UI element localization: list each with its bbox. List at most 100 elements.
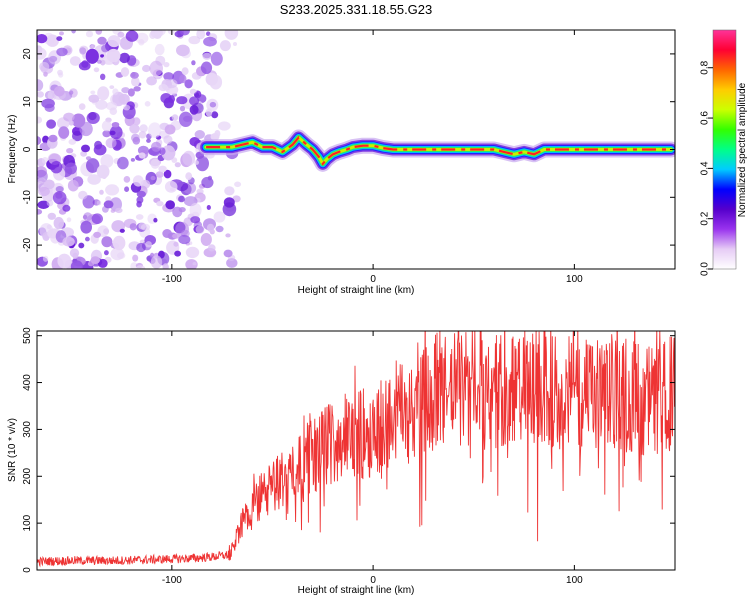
noise-blob xyxy=(68,120,74,126)
noise-blob xyxy=(52,191,67,205)
noise-blob xyxy=(112,91,125,107)
noise-blob xyxy=(112,235,126,251)
spectrogram-xtick-label: -100 xyxy=(162,274,182,285)
noise-blob xyxy=(96,200,102,206)
snr-xlabel: Height of straight line (km) xyxy=(298,585,415,596)
noise-blob xyxy=(178,207,186,213)
noise-blob xyxy=(41,157,49,164)
noise-blob xyxy=(196,30,206,40)
spectrogram-xtick-label: 0 xyxy=(370,274,376,285)
noise-blob xyxy=(46,224,52,230)
noise-blob xyxy=(79,47,87,55)
noise-blob xyxy=(117,156,129,170)
noise-blob xyxy=(171,114,179,121)
colorbar-gradient xyxy=(713,30,736,269)
noise-blob xyxy=(185,172,193,181)
noise-blob xyxy=(162,263,169,269)
noise-blob xyxy=(211,111,219,119)
noise-blob xyxy=(78,103,86,110)
noise-blob xyxy=(127,88,135,97)
noise-blob xyxy=(109,85,115,89)
noise-blob xyxy=(123,104,131,111)
noise-blob xyxy=(78,242,85,249)
noise-blob xyxy=(81,60,89,68)
noise-blob xyxy=(123,176,131,183)
noise-blob xyxy=(130,72,139,79)
noise-blob xyxy=(37,209,43,215)
noise-blob xyxy=(85,236,90,242)
noise-blob xyxy=(81,144,90,153)
colorbar-ticks: 0.0 0.2 0.4 0.6 0.8 xyxy=(700,60,713,276)
snr-xtick-label: 100 xyxy=(566,575,583,586)
noise-blob xyxy=(65,162,77,175)
noise-blob xyxy=(95,99,108,110)
noise-blob xyxy=(121,87,130,94)
noise-blob xyxy=(80,150,87,157)
noise-blob xyxy=(176,96,188,105)
noise-blob xyxy=(109,107,118,115)
spectrogram-signal xyxy=(198,129,675,172)
noise-blob xyxy=(85,30,94,38)
noise-blob xyxy=(184,79,193,89)
noise-blob xyxy=(115,207,123,214)
colorbar-tick-label: 0.8 xyxy=(700,60,711,74)
snr-line xyxy=(37,331,675,568)
noise-blob xyxy=(172,233,180,239)
noise-blob xyxy=(72,130,83,142)
spectrogram-xtick-label: 100 xyxy=(566,274,583,285)
noise-blob xyxy=(138,131,147,139)
noise-blob xyxy=(57,253,72,269)
noise-blob xyxy=(71,30,76,34)
noise-blob xyxy=(37,136,42,146)
spectrogram-ytick-label: 20 xyxy=(22,48,33,60)
noise-blob xyxy=(195,155,209,172)
noise-blob xyxy=(66,148,74,154)
noise-blob xyxy=(97,36,107,45)
noise-blob xyxy=(194,160,200,165)
noise-blob xyxy=(59,31,64,36)
snr-ytick-label: 0 xyxy=(22,567,33,573)
noise-blob xyxy=(99,189,104,195)
noise-blob xyxy=(105,137,117,149)
noise-blob xyxy=(105,184,120,196)
noise-blob xyxy=(202,52,212,60)
spectrogram-ytick-label: -20 xyxy=(22,237,33,252)
signal-core xyxy=(206,135,671,166)
noise-blob xyxy=(149,60,163,76)
noise-blob xyxy=(167,30,175,35)
noise-blob xyxy=(80,220,92,234)
noise-blob xyxy=(146,76,158,86)
noise-blob xyxy=(91,44,96,48)
noise-blob xyxy=(88,94,100,103)
noise-blob xyxy=(174,250,182,257)
colorbar-label: Normalized spectral amplitude xyxy=(737,82,748,217)
noise-blob xyxy=(150,158,160,169)
snr-ytick-label: 300 xyxy=(22,421,33,438)
noise-blob xyxy=(224,30,239,40)
noise-blob xyxy=(101,236,113,248)
noise-blob xyxy=(226,258,238,268)
noise-blob xyxy=(39,61,50,72)
noise-blob xyxy=(200,233,212,246)
noise-blob xyxy=(179,74,187,84)
noise-blob xyxy=(179,30,190,36)
noise-blob xyxy=(135,214,144,220)
noise-blob xyxy=(130,262,138,269)
noise-blob xyxy=(188,35,201,45)
noise-blob xyxy=(109,125,123,140)
noise-blob xyxy=(91,213,104,224)
noise-blob xyxy=(53,216,64,230)
noise-blob xyxy=(165,79,178,89)
noise-blob xyxy=(100,73,106,81)
noise-blob xyxy=(96,164,110,179)
noise-blob xyxy=(131,133,140,143)
noise-blob xyxy=(46,199,54,207)
noise-blob xyxy=(42,255,49,262)
noise-blob xyxy=(63,112,75,122)
noise-blob xyxy=(58,72,64,78)
noise-blob xyxy=(56,36,63,41)
noise-blob xyxy=(124,186,130,192)
noise-blob xyxy=(101,120,112,132)
